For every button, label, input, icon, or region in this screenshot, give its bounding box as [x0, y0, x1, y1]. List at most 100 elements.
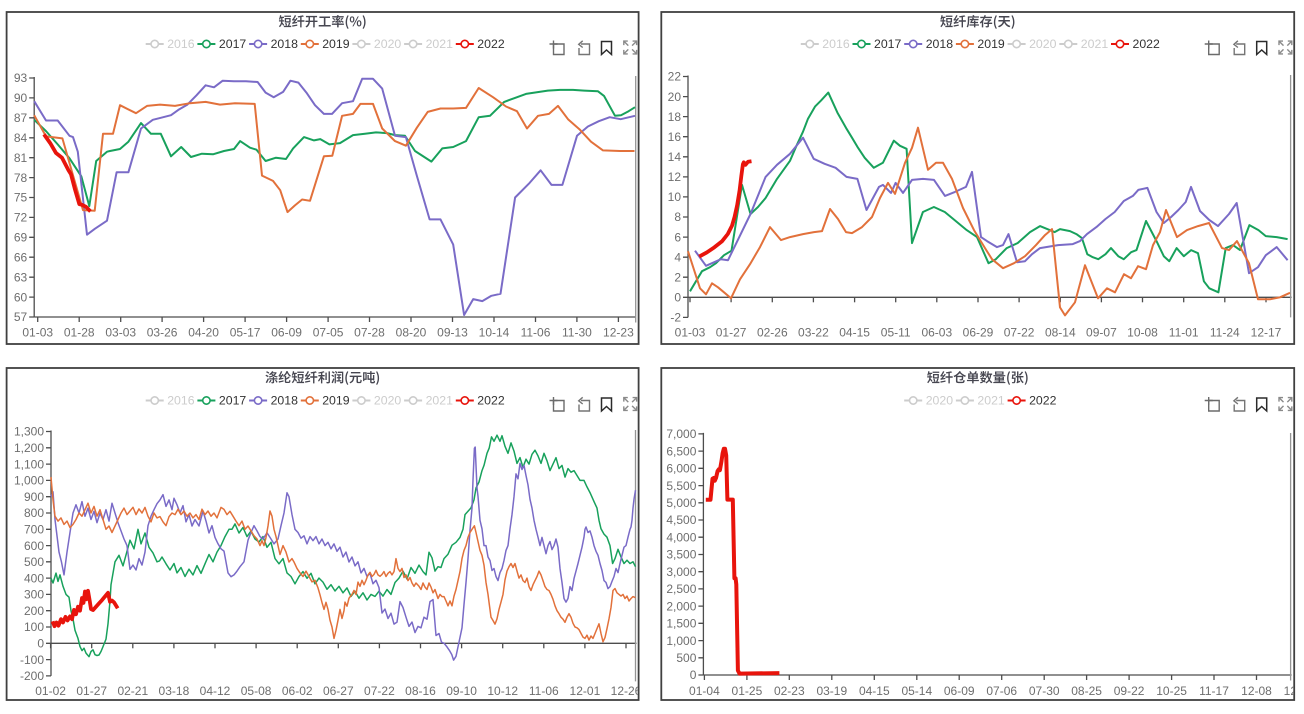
svg-text:2019: 2019 [977, 37, 1005, 51]
svg-text:700: 700 [24, 523, 44, 537]
svg-text:01-25: 01-25 [732, 684, 763, 698]
svg-text:02-23: 02-23 [774, 684, 805, 698]
svg-text:2021: 2021 [426, 394, 454, 408]
svg-text:2022: 2022 [1133, 37, 1161, 51]
svg-text:20: 20 [668, 90, 682, 104]
svg-text:11-17: 11-17 [1199, 684, 1229, 698]
svg-text:66: 66 [14, 250, 28, 264]
svg-text:09-10: 09-10 [446, 684, 477, 698]
svg-text:12: 12 [668, 170, 682, 184]
svg-text:0: 0 [690, 668, 697, 682]
svg-text:4: 4 [674, 250, 681, 264]
svg-text:03-26: 03-26 [147, 325, 178, 339]
svg-text:2018: 2018 [271, 37, 299, 51]
svg-text:01-28: 01-28 [64, 325, 95, 339]
svg-text:08-25: 08-25 [1071, 684, 1102, 698]
svg-text:11-06: 11-06 [521, 325, 551, 339]
svg-text:200: 200 [24, 604, 44, 618]
svg-text:14: 14 [668, 150, 682, 164]
svg-text:-2: -2 [670, 311, 681, 325]
svg-text:6,500: 6,500 [666, 444, 696, 458]
svg-text:04-15: 04-15 [839, 325, 870, 339]
svg-text:87: 87 [14, 111, 28, 125]
svg-text:01-04: 01-04 [689, 684, 720, 698]
svg-text:2016: 2016 [167, 394, 195, 408]
svg-text:2021: 2021 [426, 37, 454, 51]
svg-text:2017: 2017 [219, 394, 247, 408]
svg-text:10-08: 10-08 [1127, 325, 1158, 339]
svg-text:1,100: 1,100 [14, 457, 44, 471]
svg-text:78: 78 [14, 171, 28, 185]
svg-text:05-08: 05-08 [241, 684, 272, 698]
svg-text:06-09: 06-09 [271, 325, 302, 339]
svg-text:18: 18 [668, 110, 682, 124]
svg-text:300: 300 [24, 588, 44, 602]
svg-text:-200: -200 [20, 669, 44, 683]
svg-text:07-30: 07-30 [1029, 684, 1060, 698]
svg-text:01-27: 01-27 [76, 684, 107, 698]
svg-text:2,000: 2,000 [666, 599, 696, 613]
svg-text:10-14: 10-14 [479, 325, 510, 339]
svg-text:600: 600 [24, 539, 44, 553]
svg-text:06-02: 06-02 [282, 684, 313, 698]
svg-text:06-03: 06-03 [921, 325, 952, 339]
svg-text:05-14: 05-14 [901, 684, 932, 698]
svg-text:63: 63 [14, 270, 28, 284]
svg-text:8: 8 [674, 210, 681, 224]
svg-text:500: 500 [24, 555, 44, 569]
svg-text:03-22: 03-22 [798, 325, 829, 339]
svg-text:4,000: 4,000 [666, 530, 696, 544]
svg-text:10: 10 [668, 190, 682, 204]
svg-text:2022: 2022 [1029, 394, 1057, 408]
svg-text:06-09: 06-09 [944, 684, 975, 698]
svg-text:10-12: 10-12 [487, 684, 518, 698]
svg-text:22: 22 [668, 70, 682, 84]
svg-text:2019: 2019 [322, 394, 350, 408]
svg-text:2021: 2021 [1081, 37, 1109, 51]
svg-text:02-21: 02-21 [117, 684, 148, 698]
svg-text:2019: 2019 [322, 37, 350, 51]
svg-text:2018: 2018 [271, 394, 299, 408]
svg-text:11-30: 11-30 [562, 325, 592, 339]
svg-text:2016: 2016 [167, 37, 195, 51]
svg-text:2016: 2016 [822, 37, 850, 51]
svg-text:12-08: 12-08 [1241, 684, 1272, 698]
svg-text:60: 60 [14, 290, 28, 304]
svg-text:93: 93 [14, 71, 28, 85]
svg-text:1,000: 1,000 [14, 474, 44, 488]
svg-text:03-18: 03-18 [159, 684, 190, 698]
svg-text:2020: 2020 [926, 394, 954, 408]
svg-text:400: 400 [24, 571, 44, 585]
svg-text:-100: -100 [20, 653, 44, 667]
svg-text:12-17: 12-17 [1251, 325, 1282, 339]
svg-text:11-01: 11-01 [1169, 325, 1199, 339]
svg-text:03-19: 03-19 [816, 684, 847, 698]
svg-text:1,200: 1,200 [14, 441, 44, 455]
svg-text:2022: 2022 [477, 394, 505, 408]
svg-text:2017: 2017 [874, 37, 902, 51]
svg-text:0: 0 [674, 291, 681, 305]
svg-text:2020: 2020 [374, 37, 402, 51]
svg-text:1,300: 1,300 [14, 425, 44, 439]
svg-text:100: 100 [24, 620, 44, 634]
svg-text:04-12: 04-12 [200, 684, 231, 698]
svg-text:09-07: 09-07 [1086, 325, 1117, 339]
svg-text:05-17: 05-17 [230, 325, 261, 339]
svg-text:02-26: 02-26 [757, 325, 788, 339]
svg-text:57: 57 [14, 310, 28, 324]
svg-text:6: 6 [674, 230, 681, 244]
svg-text:3,500: 3,500 [666, 548, 696, 562]
svg-text:08-20: 08-20 [396, 325, 427, 339]
svg-text:11-06: 11-06 [529, 684, 559, 698]
svg-text:07-22: 07-22 [364, 684, 395, 698]
svg-text:2017: 2017 [219, 37, 247, 51]
svg-text:07-28: 07-28 [354, 325, 385, 339]
svg-text:81: 81 [14, 151, 28, 165]
svg-text:2,500: 2,500 [666, 582, 696, 596]
svg-text:4,500: 4,500 [666, 513, 696, 527]
svg-text:3,000: 3,000 [666, 565, 696, 579]
svg-text:90: 90 [14, 91, 28, 105]
svg-text:04-20: 04-20 [188, 325, 219, 339]
svg-text:2020: 2020 [374, 394, 402, 408]
svg-text:7,000: 7,000 [666, 427, 696, 441]
